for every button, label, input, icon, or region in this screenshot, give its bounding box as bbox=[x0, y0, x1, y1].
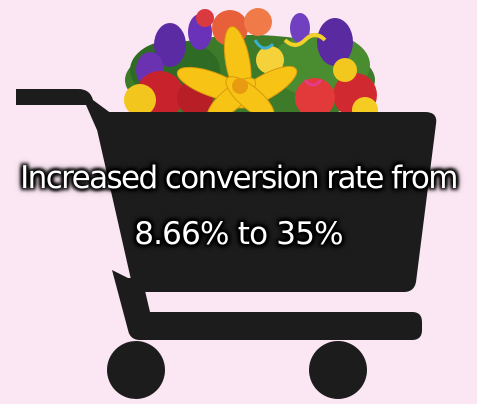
headline-line-2: 8.66% to 35% bbox=[134, 216, 343, 252]
flower-bouquet-icon bbox=[124, 8, 378, 125]
headline-line-1: Increased conversion rate from bbox=[20, 160, 458, 196]
